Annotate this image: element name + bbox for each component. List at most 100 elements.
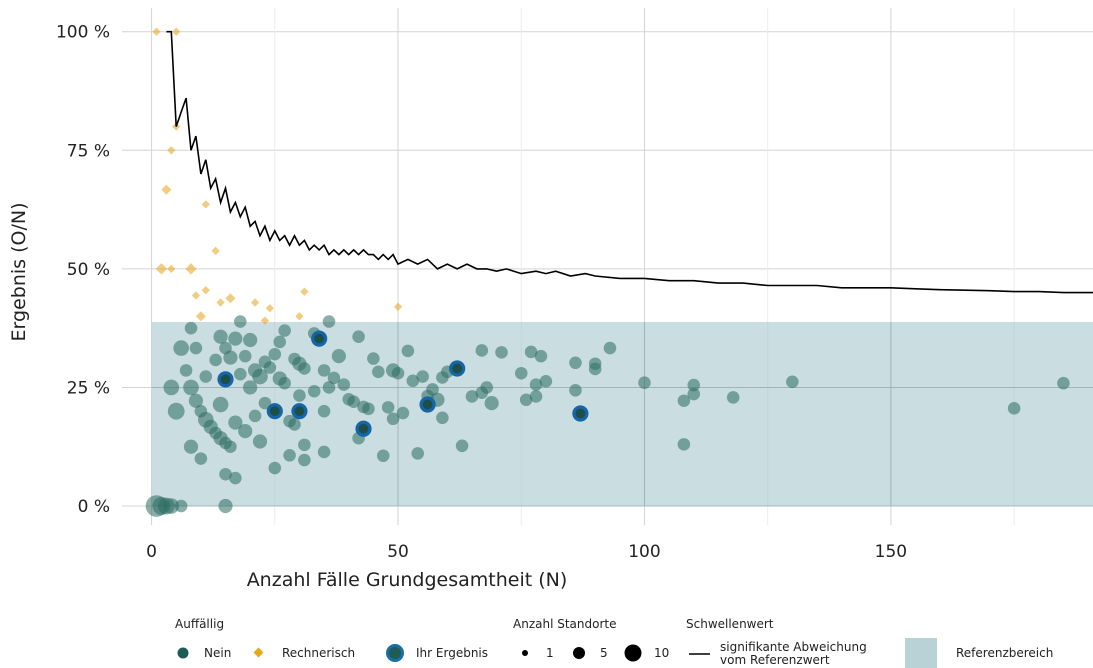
- x-tick-label: 150: [875, 542, 907, 562]
- point-nein: [173, 340, 189, 356]
- point-nein: [263, 361, 277, 374]
- y-tick-label: 75 %: [67, 141, 110, 161]
- legend-size-10-label: 10: [654, 646, 669, 660]
- point-rechnerisch: [195, 311, 206, 322]
- point-nein: [416, 370, 429, 383]
- point-nein: [426, 383, 439, 396]
- point-nein: [331, 349, 346, 364]
- point-ihr-ergebnis: [449, 360, 466, 377]
- point-nein: [268, 347, 282, 361]
- point-nein: [219, 467, 232, 481]
- point-nein: [248, 409, 262, 423]
- point-nein: [228, 331, 243, 346]
- point-nein: [539, 375, 553, 388]
- point-nein: [677, 394, 691, 408]
- point-ihr-ergebnis: [311, 330, 328, 347]
- point-nein: [252, 434, 268, 449]
- point-nein: [283, 448, 296, 462]
- point-nein: [411, 447, 425, 460]
- point-rechnerisch: [201, 200, 210, 209]
- legend-ihr-ergebnis-marker: [386, 644, 404, 662]
- point-nein: [495, 346, 508, 359]
- point-nein: [603, 341, 617, 355]
- point-rechnerisch: [250, 298, 260, 307]
- point-nein: [179, 364, 193, 377]
- point-nein: [514, 366, 528, 380]
- point-nein: [184, 321, 198, 335]
- point-rechnerisch: [300, 287, 309, 296]
- point-nein: [273, 335, 287, 349]
- point-rechnerisch: [167, 264, 176, 274]
- point-nein: [406, 374, 420, 388]
- legend-size-1-label: 1: [546, 646, 554, 660]
- point-rechnerisch: [152, 27, 161, 36]
- legend-size-10-marker: [624, 644, 642, 662]
- point-nein: [687, 378, 701, 392]
- y-axis-title: Ergebnis (O/N): [8, 203, 30, 342]
- point-nein: [367, 352, 380, 365]
- legend-color-title: Auffällig: [175, 617, 224, 631]
- point-nein: [258, 396, 272, 410]
- y-tick-label: 100 %: [56, 23, 110, 43]
- point-nein: [218, 498, 233, 514]
- point-nein: [293, 389, 306, 402]
- point-nein: [1057, 376, 1070, 390]
- point-nein: [238, 349, 252, 363]
- point-rechnerisch: [393, 302, 403, 311]
- axis-ticks: 0 50 100 150 0 % 25 % 50 % 75 % 100 %: [56, 23, 907, 562]
- point-nein: [786, 375, 799, 389]
- point-nein: [252, 368, 268, 385]
- point-rechnerisch: [225, 293, 236, 304]
- point-rechnerisch: [167, 146, 176, 155]
- legend-size-5-marker: [573, 647, 585, 659]
- x-tick-label: 0: [146, 542, 157, 562]
- point-nein: [234, 367, 247, 381]
- point-nein: [391, 366, 405, 380]
- point-nein: [638, 376, 651, 389]
- point-nein: [726, 391, 740, 404]
- point-nein: [480, 381, 494, 394]
- x-tick-label: 100: [628, 542, 660, 562]
- point-nein: [322, 381, 336, 394]
- point-nein: [224, 440, 237, 454]
- point-nein: [223, 350, 238, 365]
- point-nein: [529, 378, 543, 391]
- point-nein: [475, 344, 489, 357]
- point-nein: [436, 411, 449, 425]
- point-nein: [322, 315, 336, 328]
- reference-range-band: [151, 321, 1093, 507]
- point-nein: [199, 370, 213, 383]
- point-nein: [234, 315, 247, 328]
- legend-fill-label: Referenzbereich: [956, 646, 1053, 660]
- point-nein: [372, 365, 385, 379]
- point-nein: [183, 379, 199, 396]
- point-nein: [209, 353, 222, 367]
- point-nein: [228, 415, 243, 430]
- point-rechnerisch: [295, 312, 304, 321]
- point-nein: [298, 453, 311, 467]
- point-ihr-ergebnis: [291, 403, 308, 420]
- point-nein: [188, 393, 204, 408]
- y-tick-label: 25 %: [67, 378, 110, 398]
- point-rechnerisch: [185, 263, 197, 275]
- point-nein: [327, 371, 341, 385]
- point-nein: [268, 461, 282, 475]
- point-nein: [465, 390, 479, 403]
- point-nein: [317, 445, 331, 459]
- point-nein: [524, 345, 538, 359]
- point-nein: [183, 439, 199, 454]
- point-rechnerisch: [155, 263, 168, 275]
- threshold-line: [166, 30, 1093, 294]
- point-nein: [677, 438, 691, 451]
- point-nein: [337, 378, 351, 391]
- point-nein: [174, 499, 188, 513]
- point-nein: [194, 452, 208, 465]
- point-nein: [189, 341, 203, 355]
- point-nein: [298, 438, 311, 452]
- y-tick-label: 0 %: [78, 497, 110, 517]
- point-nein: [386, 412, 400, 426]
- point-nein: [687, 387, 701, 401]
- point-nein: [588, 357, 602, 371]
- point-nein: [352, 330, 365, 343]
